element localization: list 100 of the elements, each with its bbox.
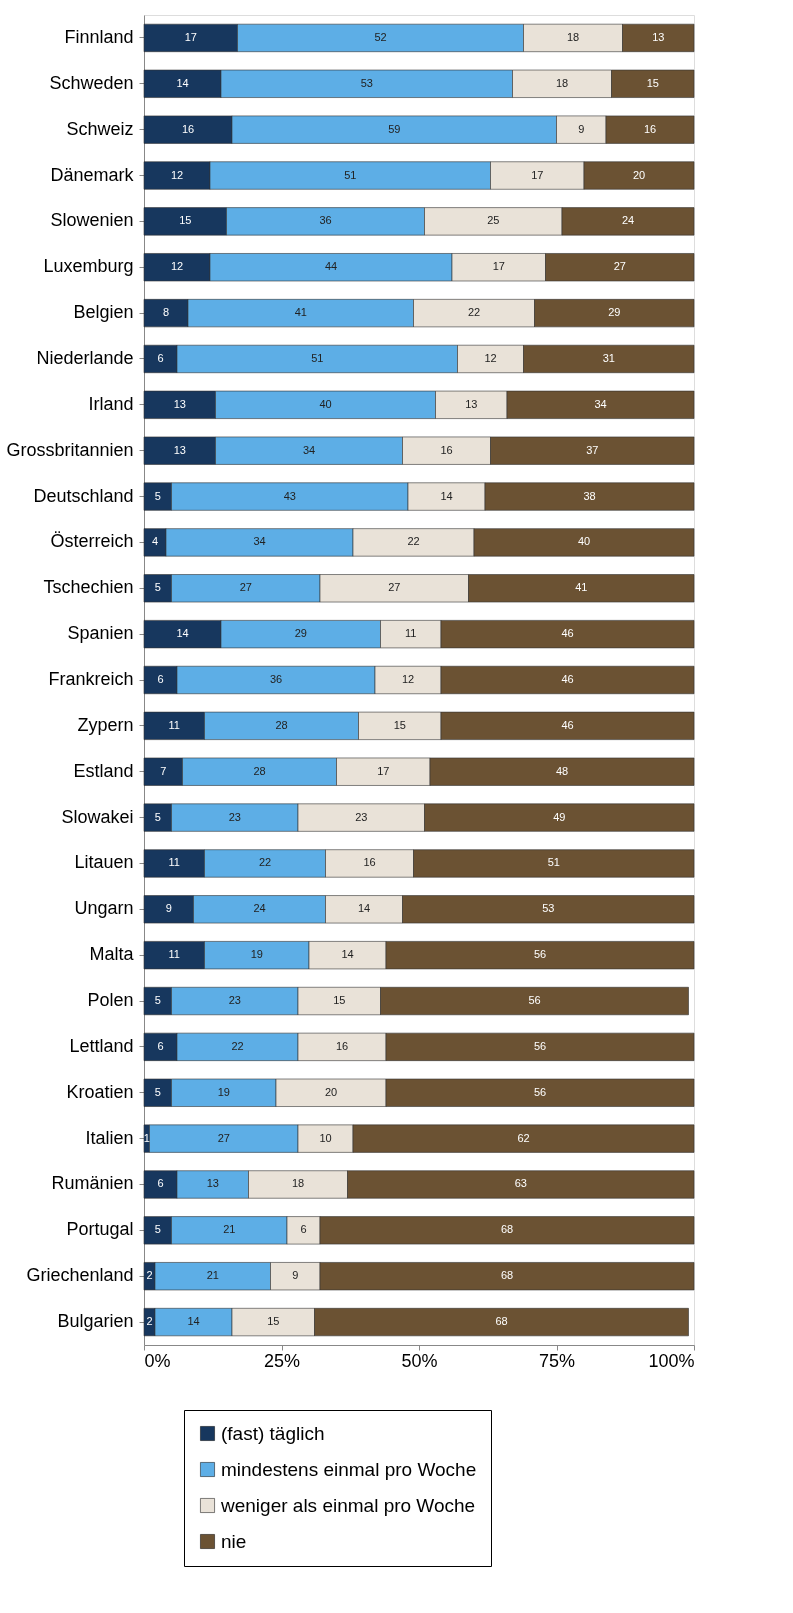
data-label: 5: [154, 581, 161, 594]
y-tick-label: Estland: [73, 760, 134, 781]
data-label: 56: [533, 1039, 547, 1052]
data-label: 15: [646, 76, 659, 89]
x-tick-label: 25%: [263, 1350, 301, 1371]
data-label: 44: [324, 260, 338, 273]
data-label: 15: [267, 1315, 280, 1328]
y-tick-label: Niederlande: [36, 347, 134, 368]
data-label: 11: [168, 948, 180, 961]
data-label: 21: [223, 1223, 236, 1236]
y-tick-label: Griechenland: [26, 1265, 134, 1286]
data-label: 11: [168, 856, 180, 869]
data-label: 27: [217, 1131, 230, 1144]
y-tick-label: Rumänien: [51, 1173, 134, 1194]
x-tick-label: 50%: [401, 1350, 438, 1371]
data-label: 34: [253, 535, 266, 548]
data-label: 15: [179, 214, 192, 227]
data-label: 2: [146, 1315, 153, 1328]
data-label: 16: [363, 856, 376, 869]
data-label: 17: [531, 168, 544, 181]
data-label: 14: [187, 1315, 200, 1328]
data-label: 14: [440, 489, 453, 502]
data-label: 27: [388, 581, 401, 594]
data-label: 1: [143, 1131, 150, 1144]
y-tick-label: Finnland: [64, 26, 134, 47]
data-label: 17: [377, 764, 390, 777]
y-tick-label: Portugal: [66, 1219, 134, 1240]
data-label: 38: [583, 489, 596, 502]
data-label: 18: [555, 76, 569, 89]
y-tick-label: Deutschland: [33, 485, 134, 506]
data-label: 19: [250, 948, 263, 961]
data-label: 68: [495, 1315, 508, 1328]
data-label: 13: [173, 397, 186, 410]
data-label: 19: [217, 1085, 230, 1098]
data-label: 18: [291, 1177, 305, 1190]
data-label: 41: [294, 306, 307, 319]
data-label: 5: [154, 994, 161, 1007]
data-label: 5: [154, 1085, 161, 1098]
data-label: 13: [465, 397, 478, 410]
y-tick-label: Lettland: [69, 1035, 134, 1056]
data-label: 20: [632, 168, 646, 181]
data-label: 51: [547, 856, 560, 869]
data-label: 68: [500, 1223, 514, 1236]
data-label: 6: [157, 351, 164, 364]
data-label: 29: [608, 306, 621, 319]
data-label: 14: [341, 948, 354, 961]
y-tick-label: Grossbritannien: [6, 439, 134, 460]
data-label: 13: [206, 1177, 219, 1190]
data-label: 14: [357, 902, 371, 915]
data-label: 9: [578, 122, 585, 135]
y-tick-label: Spanien: [67, 623, 134, 644]
data-label: 15: [333, 994, 346, 1007]
data-label: 53: [360, 76, 373, 89]
data-label: 12: [170, 168, 184, 181]
y-tick-label: Belgien: [73, 302, 134, 323]
x-tick-label: 100%: [648, 1350, 695, 1371]
data-label: 6: [157, 1039, 164, 1052]
data-label: 6: [157, 1177, 164, 1190]
data-label: 68: [500, 1269, 514, 1282]
data-label: 14: [176, 76, 189, 89]
y-tick-label: Irland: [88, 393, 134, 414]
y-tick-label: Österreich: [50, 531, 134, 552]
y-tick-label: Schweiz: [66, 118, 134, 139]
data-label: 56: [528, 994, 541, 1007]
data-label: 15: [393, 718, 406, 731]
data-label: 56: [533, 1085, 547, 1098]
y-tick-label: Polen: [87, 990, 134, 1011]
data-label: 49: [553, 810, 566, 823]
data-label: 23: [355, 810, 368, 823]
data-label: 12: [401, 673, 415, 685]
data-label: 53: [542, 902, 555, 915]
y-tick-label: Kroatien: [66, 1081, 134, 1102]
x-tick-label: 0%: [144, 1350, 171, 1371]
data-label: 34: [594, 397, 607, 410]
y-tick-label: Schweden: [49, 72, 134, 93]
data-label: 24: [253, 902, 266, 915]
data-label: 31: [602, 351, 615, 364]
data-label: 46: [561, 673, 574, 685]
legend-label: (fast) täglich: [221, 1422, 325, 1444]
data-label: 9: [165, 902, 172, 915]
data-label: 40: [577, 535, 591, 548]
y-tick-label: Italien: [85, 1127, 134, 1148]
data-label: 4: [151, 535, 159, 548]
y-tick-label: Slowenien: [50, 210, 134, 231]
data-label: 16: [440, 443, 453, 456]
data-label: 5: [154, 810, 161, 823]
data-label: 11: [405, 627, 417, 640]
y-tick-label: Luxemburg: [43, 256, 134, 277]
data-label: 18: [566, 30, 580, 43]
data-label: 23: [228, 994, 241, 1007]
data-label: 6: [157, 673, 164, 685]
data-label: 16: [181, 122, 195, 135]
data-label: 63: [514, 1177, 527, 1190]
data-label: 29: [294, 627, 307, 640]
y-tick-label: Frankreich: [48, 669, 134, 689]
y-tick-label: Bulgarien: [57, 1311, 134, 1332]
y-tick-label: Litauen: [74, 852, 134, 873]
data-label: 28: [253, 764, 266, 777]
y-tick-label: Tschechien: [43, 577, 134, 598]
data-label: 20: [324, 1085, 338, 1098]
